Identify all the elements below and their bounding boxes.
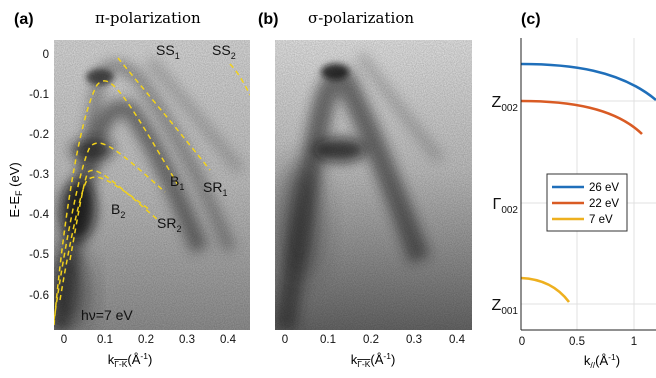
y-tick-labels: 0 -0.1 -0.2 -0.3 -0.4 -0.5 -0.6 xyxy=(29,49,49,302)
x-tick: 0.3 xyxy=(406,334,422,346)
x-tick: 0.5 xyxy=(569,336,585,348)
panel-a-title: π-polarization xyxy=(95,9,201,27)
z001-label: Z001 xyxy=(492,297,519,317)
y-tick: -0.6 xyxy=(29,290,49,302)
curve-26ev xyxy=(521,62,656,101)
panel-b-title: σ-polarization xyxy=(308,9,414,27)
y-axis-title: E-EF (eV) xyxy=(7,162,24,217)
curve-7ev xyxy=(521,276,571,303)
x-tick-labels-b: 0 0.1 0.2 0.3 0.4 xyxy=(282,334,466,346)
panel-b: (b) σ-polarization 0 0.1 0.2 0.3 0.4 kΓ-… xyxy=(258,9,472,369)
band-label-ss2: SS2 xyxy=(212,42,236,61)
band-label-sr1: SR1 xyxy=(203,179,227,198)
y-tick: 0 xyxy=(43,49,49,61)
panel-a: (a) π-polarization SS1 SS2 B1 xyxy=(7,9,250,369)
z002-label: Z002 xyxy=(492,94,519,114)
band-label-b2: B2 xyxy=(111,201,125,220)
x-tick: 0 xyxy=(282,334,288,346)
arpes-image-a xyxy=(54,40,250,330)
y-tick: -0.5 xyxy=(29,249,49,261)
x-tick: 0.4 xyxy=(220,334,237,346)
band-label-ss1: SS1 xyxy=(156,42,180,61)
y-labels-c: Z002 Γ002 Z001 xyxy=(492,94,519,317)
arpes-image-b xyxy=(275,40,472,330)
curve-22ev xyxy=(521,99,643,135)
panel-c: (c) Z002 Γ002 Z001 26 eV xyxy=(492,11,656,370)
x-axis-title-c: k//(Å-1) xyxy=(584,352,620,370)
x-tick: 0 xyxy=(61,334,67,346)
legend: 26 eV 22 eV 7 eV xyxy=(546,173,628,232)
gamma002-label: Γ002 xyxy=(493,196,519,216)
legend-label-26ev: 26 eV xyxy=(589,182,619,194)
x-tick: 0 xyxy=(519,336,525,348)
x-tick: 0.1 xyxy=(97,334,113,346)
y-tick: -0.1 xyxy=(29,89,49,101)
x-tick: 0.2 xyxy=(363,334,379,346)
x-axis-title-b: kΓ-K(Å-1) xyxy=(351,351,396,369)
band-label-sr2: SR2 xyxy=(157,215,181,234)
x-tick: 1 xyxy=(631,336,637,348)
x-tick: 0.2 xyxy=(138,334,154,346)
y-tick: -0.2 xyxy=(29,129,49,141)
x-tick: 0.4 xyxy=(449,334,466,346)
x-tick: 0.1 xyxy=(320,334,336,346)
band-labels: SS1 SS2 B1 SR1 B2 SR2 xyxy=(111,42,236,234)
x-tick-labels-a: 0 0.1 0.2 0.3 0.4 xyxy=(61,334,237,346)
panel-a-label: (a) xyxy=(14,11,34,28)
panel-c-label: (c) xyxy=(521,11,541,28)
panel-b-label: (b) xyxy=(258,11,278,28)
photon-energy-annotation: hν=7 eV xyxy=(81,307,133,323)
x-tick-labels-c: 0 0.5 1 xyxy=(519,336,637,348)
x-tick: 0.3 xyxy=(179,334,195,346)
legend-label-7ev: 7 eV xyxy=(589,214,613,226)
y-tick: -0.4 xyxy=(29,209,49,221)
legend-label-22ev: 22 eV xyxy=(589,198,619,210)
dashed-band-guides xyxy=(54,57,250,326)
band-label-b1: B1 xyxy=(170,173,184,192)
x-axis-title-a: kΓ-K(Å-1) xyxy=(108,351,153,369)
y-tick: -0.3 xyxy=(29,169,49,181)
